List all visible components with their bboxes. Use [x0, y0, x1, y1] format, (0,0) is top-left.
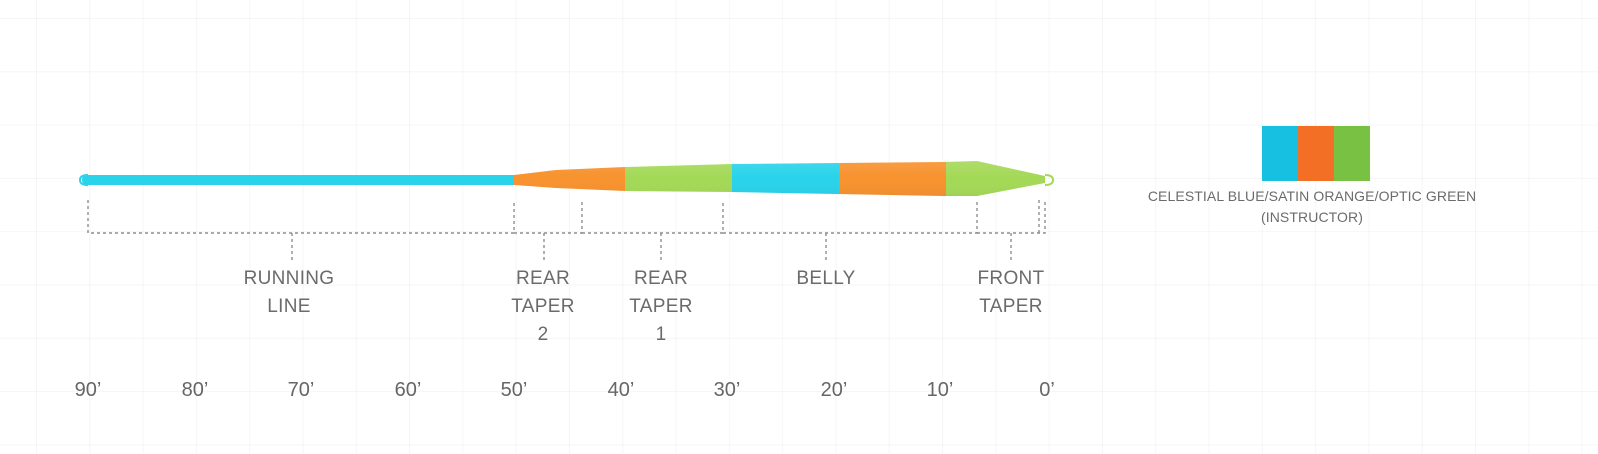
label-running-line: RUNNING LINE [243, 268, 335, 317]
label-rear-taper-1: REAR TAPER 1 [629, 268, 693, 345]
bracket-front-taper [977, 200, 1046, 262]
color-name: CELESTIAL BLUE/SATIN ORANGE/OPTIC GREEN [1147, 188, 1477, 204]
color-caption: CELESTIAL BLUE/SATIN ORANGE/OPTIC GREEN … [1132, 186, 1492, 228]
axis-tick: 50’ [500, 379, 528, 401]
line-model: (INSTRUCTOR) [1260, 209, 1364, 225]
rear-loop [78, 174, 89, 186]
bracket-running-line [87, 200, 515, 262]
bracket-rear-taper-1 [582, 200, 724, 262]
axis-tick: 60’ [394, 379, 422, 401]
label-front-taper: FRONT TAPER [977, 268, 1045, 317]
bracket-rear-taper-2 [514, 200, 583, 262]
axis-tick: 10’ [926, 379, 954, 401]
segment-brackets [87, 200, 1046, 262]
axis-tick: 40’ [607, 379, 635, 401]
label-rear-taper-2: REAR TAPER 2 [511, 268, 575, 345]
label-belly: BELLY [796, 268, 856, 289]
axis-tick: 80’ [181, 379, 209, 401]
axis-tick: 70’ [287, 379, 315, 401]
axis-tick: 0’ [1039, 379, 1055, 401]
axis-tick: 90’ [74, 379, 102, 401]
axis-tick: 30’ [713, 379, 741, 401]
axis-tick: 20’ [820, 379, 848, 401]
swatch-satin-orange [1298, 126, 1334, 181]
swatch-celestial-blue [1262, 126, 1298, 181]
swatch-optic-green [1334, 126, 1370, 181]
color-swatch [1262, 126, 1370, 181]
bracket-belly [723, 200, 978, 262]
fly-line [82, 161, 1045, 196]
front-loop [1044, 174, 1055, 186]
